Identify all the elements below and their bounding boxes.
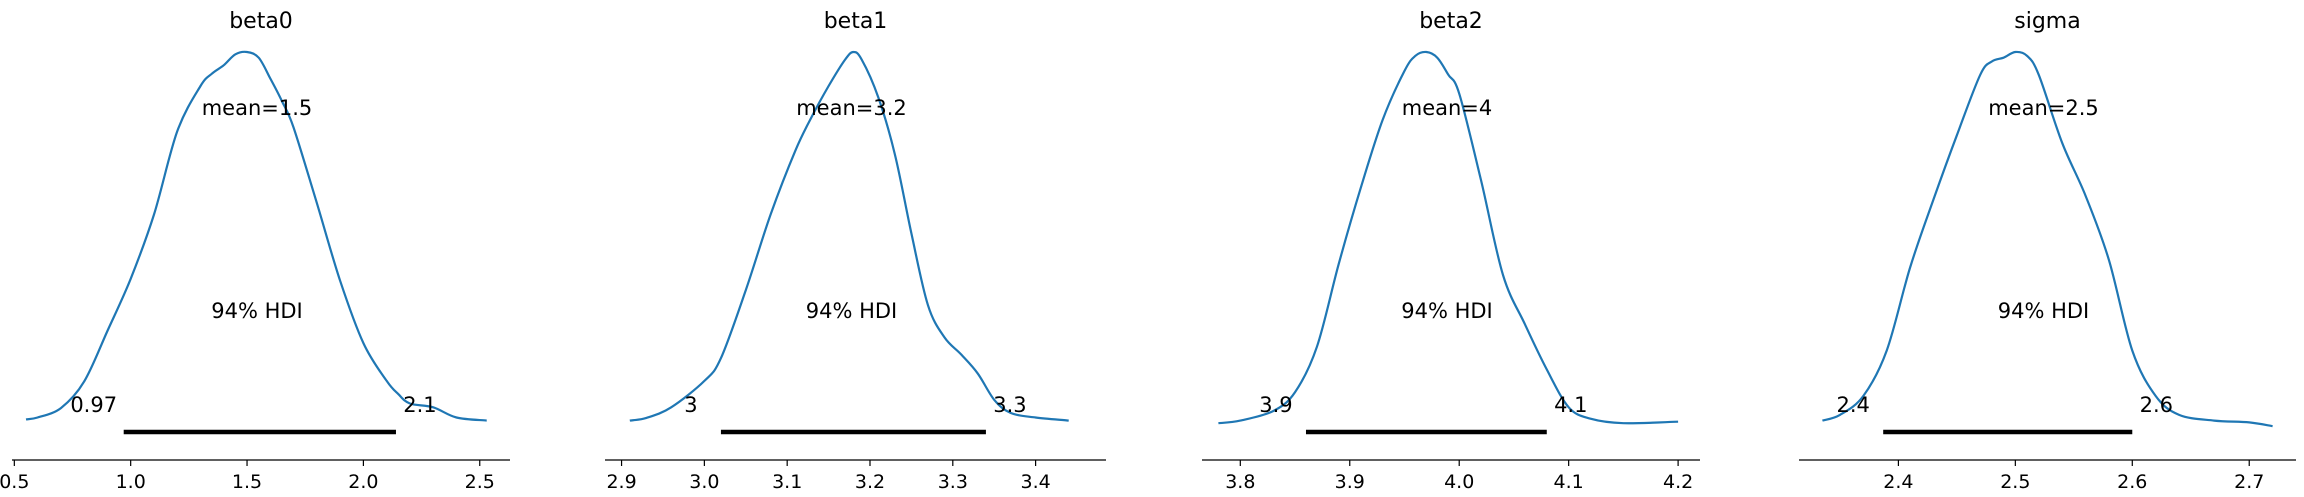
panel-beta2: 3.8 3.9 4.0 4.1 4.2 beta2 mean=4 94% HDI 3.9 4.1 <box>1202 9 1700 493</box>
panel-title: beta0 <box>229 9 293 34</box>
hdi-annotation: 94% HDI <box>1401 299 1493 323</box>
x-tick-label: 1.5 <box>232 471 262 493</box>
hdi-annotation: 94% HDI <box>806 299 898 323</box>
x-tick-label: 4.2 <box>1663 471 1693 493</box>
hdi-annotation: 94% HDI <box>211 299 303 323</box>
x-tick-label: 3.9 <box>1335 471 1365 493</box>
mean-annotation: mean=4 <box>1402 96 1493 120</box>
x-tick-label: 2.0 <box>348 471 378 493</box>
panel-sigma: 2.4 2.5 2.6 2.7 sigma mean=2.5 94% HDI 2.4 2.6 <box>1799 9 2296 493</box>
hdi-high-label: 3.3 <box>993 393 1026 417</box>
density-curve <box>1822 50 2273 428</box>
x-tick-label: 2.5 <box>2000 471 2030 493</box>
hdi-high-label: 4.1 <box>1554 393 1587 417</box>
x-tick-label: 0.5 <box>0 471 29 493</box>
density-curve <box>25 50 487 422</box>
mean-annotation: mean=3.2 <box>796 96 907 120</box>
x-tick-label: 1.0 <box>116 471 146 493</box>
hdi-high-label: 2.1 <box>403 393 436 417</box>
panel-title: beta1 <box>824 9 888 34</box>
x-tick-label: 3.3 <box>938 471 968 493</box>
hdi-low-label: 0.97 <box>70 393 117 417</box>
panel-beta1: 2.9 3.0 3.1 3.2 3.3 3.4 beta1 mean=3.2 94% HDI 3 3… <box>605 9 1106 493</box>
x-tick-label: 2.4 <box>1883 471 1913 493</box>
x-tick-label: 4.0 <box>1444 471 1474 493</box>
x-tick-label: 3.8 <box>1225 471 1255 493</box>
x-tick-label: 3.4 <box>1021 471 1051 493</box>
x-tick-label: 3.0 <box>689 471 719 493</box>
x-tick-label: 2.6 <box>2117 471 2147 493</box>
x-tick-label: 2.7 <box>2234 471 2264 493</box>
hdi-high-label: 2.6 <box>2140 393 2173 417</box>
hdi-low-label: 3.9 <box>1259 393 1292 417</box>
panel-title: beta2 <box>1419 9 1483 34</box>
hdi-low-label: 2.4 <box>1836 393 1869 417</box>
x-tick-label: 2.5 <box>465 471 495 493</box>
hdi-low-label: 3 <box>684 393 697 417</box>
x-tick-label: 3.1 <box>772 471 802 493</box>
x-tick-label: 3.2 <box>855 471 885 493</box>
x-tick-label: 4.1 <box>1554 471 1584 493</box>
x-tick-label: 2.9 <box>606 471 636 493</box>
hdi-annotation: 94% HDI <box>1998 299 2090 323</box>
mean-annotation: mean=2.5 <box>1988 96 2099 120</box>
panel-beta0: 0.5 1.0 1.5 2.0 2.5 beta0 mean=1.5 94% HDI 0.97 2… <box>0 9 510 493</box>
density-curve <box>1218 50 1679 425</box>
mean-annotation: mean=1.5 <box>202 96 313 120</box>
panel-title: sigma <box>2014 9 2080 34</box>
density-curve <box>629 50 1069 422</box>
